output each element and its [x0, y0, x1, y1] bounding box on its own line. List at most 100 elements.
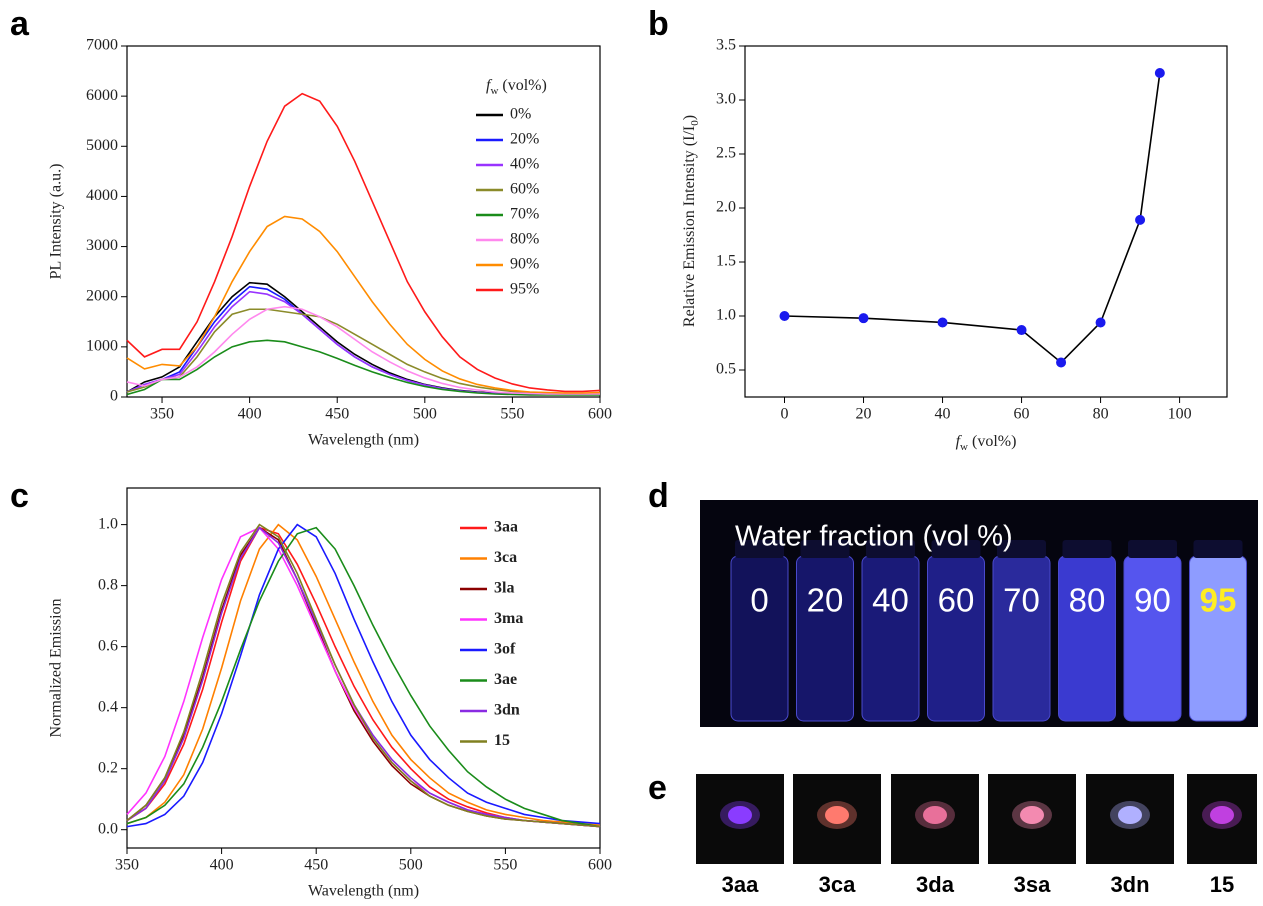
y-tick-label: 7000 [86, 37, 118, 54]
vial-neck [735, 540, 784, 558]
y-tick-label: 2.5 [716, 145, 736, 162]
series-line [126, 526, 601, 828]
legend-label: 3ca [494, 549, 517, 566]
photo-label: 3aa [722, 872, 759, 897]
vial-label: 0 [750, 582, 768, 619]
photo-label: 3sa [1014, 872, 1051, 897]
y-tick-label: 4000 [86, 187, 118, 204]
legend-title-var: f [486, 77, 493, 94]
x-tick-label: 80 [1093, 406, 1109, 423]
series-line [126, 523, 601, 828]
x-tick-label: 20 [856, 406, 872, 423]
x-tick-label: 60 [1014, 406, 1030, 423]
data-point [858, 313, 869, 324]
photo-label: 15 [1210, 872, 1234, 897]
legend-title: fw (vol%) [486, 77, 547, 97]
series-line [126, 523, 601, 826]
y-tick-label: 1.0 [716, 307, 736, 324]
y-tick-label: 3.0 [716, 91, 736, 108]
x-tick-label: 400 [238, 406, 262, 423]
legend-label: 3ma [494, 610, 523, 627]
x-tick-label: 350 [115, 857, 139, 874]
data-point [1095, 317, 1106, 328]
panel-label: e [648, 769, 667, 807]
series-line [126, 290, 600, 396]
series-line [126, 526, 601, 828]
x-axis-label: fw (vol%) [956, 433, 1017, 453]
powder [825, 806, 849, 824]
data-point [1056, 357, 1067, 368]
legend-label: 3ae [494, 671, 517, 688]
legend-label: 95% [510, 281, 539, 298]
legend-label: 15 [494, 732, 510, 749]
x-tick-label: 600 [588, 406, 612, 423]
vial-neck [1062, 540, 1112, 558]
x-label-unit: (vol%) [972, 433, 1016, 450]
x-label-sub: w [960, 441, 968, 453]
powder [1020, 806, 1044, 824]
series-line [126, 281, 600, 395]
vial-neck [931, 540, 981, 558]
vial-label: 80 [1069, 582, 1106, 619]
x-label-var: f [956, 433, 963, 450]
x-tick-label: 100 [1168, 406, 1192, 423]
y-tick-label: 0 [110, 388, 118, 405]
legend-label: 3of [494, 641, 516, 658]
series-line [126, 305, 600, 395]
x-tick-label: 0 [781, 406, 789, 423]
data-point [1135, 214, 1146, 225]
y-label-end: ) [681, 115, 698, 120]
panel-label: d [648, 477, 669, 515]
x-tick-label: 400 [210, 857, 234, 874]
plot-frame [126, 45, 601, 398]
legend-label: 40% [510, 156, 539, 173]
data-point [1154, 68, 1165, 78]
vial-label: 90 [1134, 582, 1171, 619]
y-tick-label: 2000 [86, 287, 118, 304]
x-tick-label: 40 [935, 406, 951, 423]
x-tick-label: 550 [493, 857, 517, 874]
photo-title: Water fraction (vol %) [735, 521, 1013, 553]
y-axis-label: Normalized Emission [48, 598, 65, 737]
y-tick-label: 1.0 [98, 515, 118, 532]
y-tick-label: 0.0 [98, 820, 118, 837]
y-tick-label: 3000 [86, 237, 118, 254]
y-tick-label: 5000 [86, 137, 118, 154]
vial-neck [800, 540, 850, 558]
x-tick-label: 450 [304, 857, 328, 874]
legend-label: 80% [510, 231, 539, 248]
series-line [126, 526, 601, 828]
y-tick-label: 3.5 [716, 37, 736, 54]
panel-label: a [10, 5, 30, 43]
photo-label: 3da [916, 872, 955, 897]
vial-label: 20 [807, 582, 844, 619]
vial-neck [997, 540, 1046, 558]
legend-label: 3la [494, 580, 514, 597]
legend-label: 3dn [494, 702, 520, 719]
x-axis-label: Wavelength (nm) [308, 883, 419, 900]
plot-frame [744, 45, 1228, 398]
y-tick-label: 1000 [86, 338, 118, 355]
series-line [126, 215, 601, 394]
legend-title-unit: (vol%) [502, 77, 546, 94]
legend-label: 60% [510, 181, 539, 198]
legend-label: 70% [510, 206, 539, 223]
vial-label: 60 [938, 582, 975, 619]
vial-neck [1128, 540, 1177, 558]
data-point [937, 317, 948, 328]
y-tick-label: 0.5 [716, 361, 736, 378]
panel-label: c [10, 477, 29, 515]
legend-label: 0% [510, 106, 531, 123]
series-line [126, 526, 601, 828]
y-axis-label: PL Intensity (a.u.) [48, 164, 65, 280]
y-tick-label: 0.6 [98, 637, 118, 654]
y-label-sub: 0 [689, 120, 701, 126]
legend-label: 20% [510, 131, 539, 148]
series-line [126, 339, 600, 396]
x-axis-label: Wavelength (nm) [308, 432, 419, 449]
vial-label: 95 [1200, 582, 1237, 619]
x-tick-label: 350 [150, 406, 174, 423]
plot-frame [126, 487, 601, 849]
vial-neck [1193, 540, 1243, 558]
